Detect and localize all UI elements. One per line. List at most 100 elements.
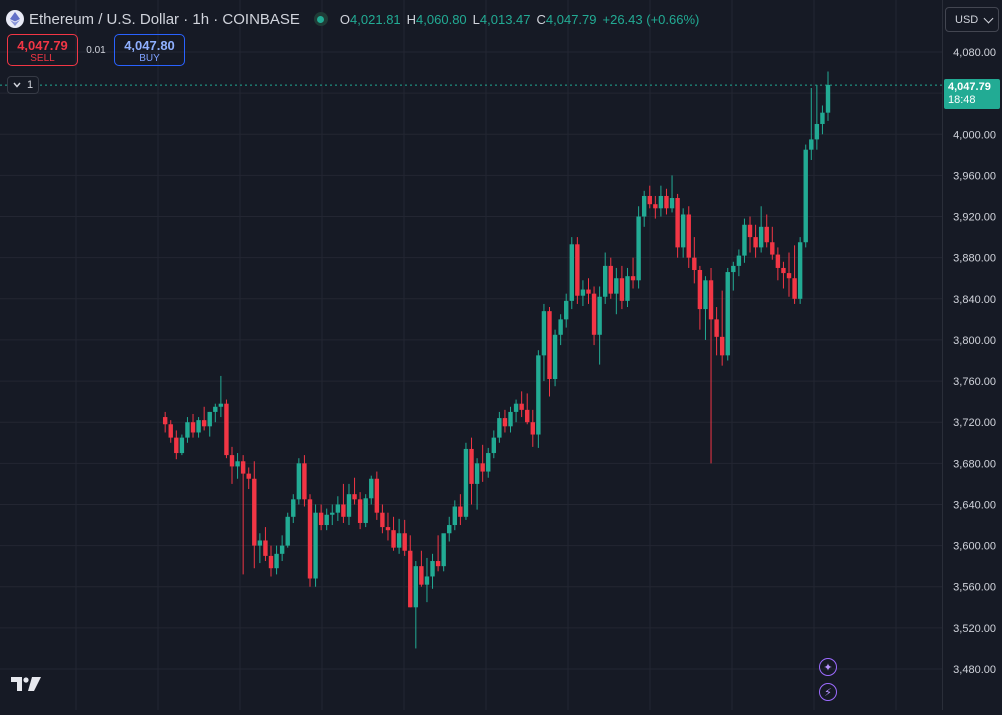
candle	[558, 314, 563, 346]
candle-body	[736, 255, 742, 266]
candle-body	[213, 406, 218, 412]
candle	[575, 237, 580, 304]
candle-body	[324, 514, 329, 526]
candle	[725, 267, 730, 361]
last-price-value: 4,047.79	[948, 81, 991, 93]
y-tick-label: 3,800.00	[953, 335, 996, 347]
candle	[419, 550, 424, 587]
candle-body	[486, 453, 491, 472]
candle	[430, 553, 435, 589]
candle-body	[179, 437, 185, 454]
y-tick-label: 3,480.00	[953, 664, 996, 676]
candle	[469, 437, 474, 505]
candle	[435, 535, 441, 572]
candle	[447, 516, 452, 542]
currency-selector[interactable]: USD	[945, 7, 999, 32]
candle-body	[252, 478, 257, 546]
candle	[474, 458, 480, 510]
candle	[374, 471, 380, 520]
candle-body	[625, 276, 630, 301]
sell-label: SELL	[30, 53, 55, 64]
candle-body	[201, 420, 207, 427]
candle-body	[363, 498, 368, 523]
candle-body	[697, 270, 703, 310]
candle	[424, 557, 430, 603]
price-chart[interactable]	[0, 0, 942, 710]
sell-button[interactable]: 4,047.79 SELL	[7, 34, 78, 66]
candle	[296, 458, 302, 505]
candle	[252, 461, 257, 569]
candle	[385, 512, 391, 541]
candle-body	[380, 512, 385, 528]
candle-body	[162, 417, 168, 425]
candle	[391, 516, 396, 551]
candle	[608, 257, 613, 299]
candle	[279, 535, 285, 562]
candle-body	[825, 84, 831, 113]
candle-body	[491, 437, 496, 454]
candle-body	[758, 226, 764, 248]
candle-body	[719, 336, 725, 356]
candle	[636, 206, 641, 289]
candle-body	[725, 272, 730, 356]
symbol-title[interactable]: Ethereum / U.S. Dollar · 1h · COINBASE	[29, 10, 300, 28]
candle	[809, 87, 814, 160]
candle-body	[497, 418, 502, 438]
candle	[480, 444, 485, 482]
candle	[764, 214, 769, 248]
candle-body	[369, 478, 374, 499]
buy-price: 4,047.80	[124, 38, 175, 53]
candle-body	[653, 204, 658, 209]
y-tick-label: 3,840.00	[953, 294, 996, 306]
candle-body	[580, 289, 586, 296]
buy-label: BUY	[139, 53, 160, 64]
candle	[201, 406, 207, 431]
candle-body	[374, 478, 380, 513]
candle	[491, 430, 496, 459]
candle	[731, 261, 736, 291]
candle	[825, 71, 831, 121]
candle	[775, 247, 781, 281]
candle	[714, 307, 719, 356]
trade-panel: 4,047.79 SELL 0.01 4,047.80 BUY	[7, 34, 185, 66]
candle-body	[586, 289, 591, 294]
candle	[408, 535, 413, 608]
lightning-icon[interactable]: ⚡	[819, 683, 837, 701]
y-tick-label: 3,760.00	[953, 376, 996, 388]
candle-body	[385, 527, 391, 531]
candle-body	[564, 300, 569, 320]
candle	[641, 190, 647, 227]
y-tick-label: 3,640.00	[953, 499, 996, 511]
sparkle-icon[interactable]: ✦	[819, 658, 837, 676]
high-value: 4,060.80	[416, 11, 467, 27]
candle	[708, 267, 714, 464]
candle	[497, 411, 502, 443]
candle-body	[474, 463, 480, 484]
candle	[207, 411, 212, 437]
buy-button[interactable]: 4,047.80 BUY	[114, 34, 185, 66]
candle-body	[224, 403, 229, 456]
indicators-collapse-button[interactable]: 1	[7, 76, 39, 94]
candle	[692, 237, 697, 284]
candle-body	[797, 242, 803, 299]
candle	[675, 193, 680, 258]
candle	[797, 237, 803, 304]
candle-body	[753, 237, 758, 248]
candle-body	[641, 195, 647, 217]
price-axis[interactable]: 4,080.004,040.004,000.003,960.003,920.00…	[942, 0, 1002, 710]
candle	[274, 545, 279, 575]
change-value: +26.43 (+0.66%)	[602, 11, 700, 27]
candle-body	[307, 499, 313, 579]
candle	[658, 185, 664, 217]
candle	[770, 226, 775, 260]
tradingview-logo-icon[interactable]	[10, 675, 42, 693]
candle	[803, 144, 808, 248]
candle	[363, 494, 368, 528]
candle	[552, 329, 558, 387]
candle	[185, 417, 190, 443]
candle-body	[402, 533, 407, 551]
candle-body	[235, 461, 240, 467]
candle-body	[268, 555, 274, 569]
candle	[240, 455, 246, 575]
candle-body	[441, 533, 446, 567]
